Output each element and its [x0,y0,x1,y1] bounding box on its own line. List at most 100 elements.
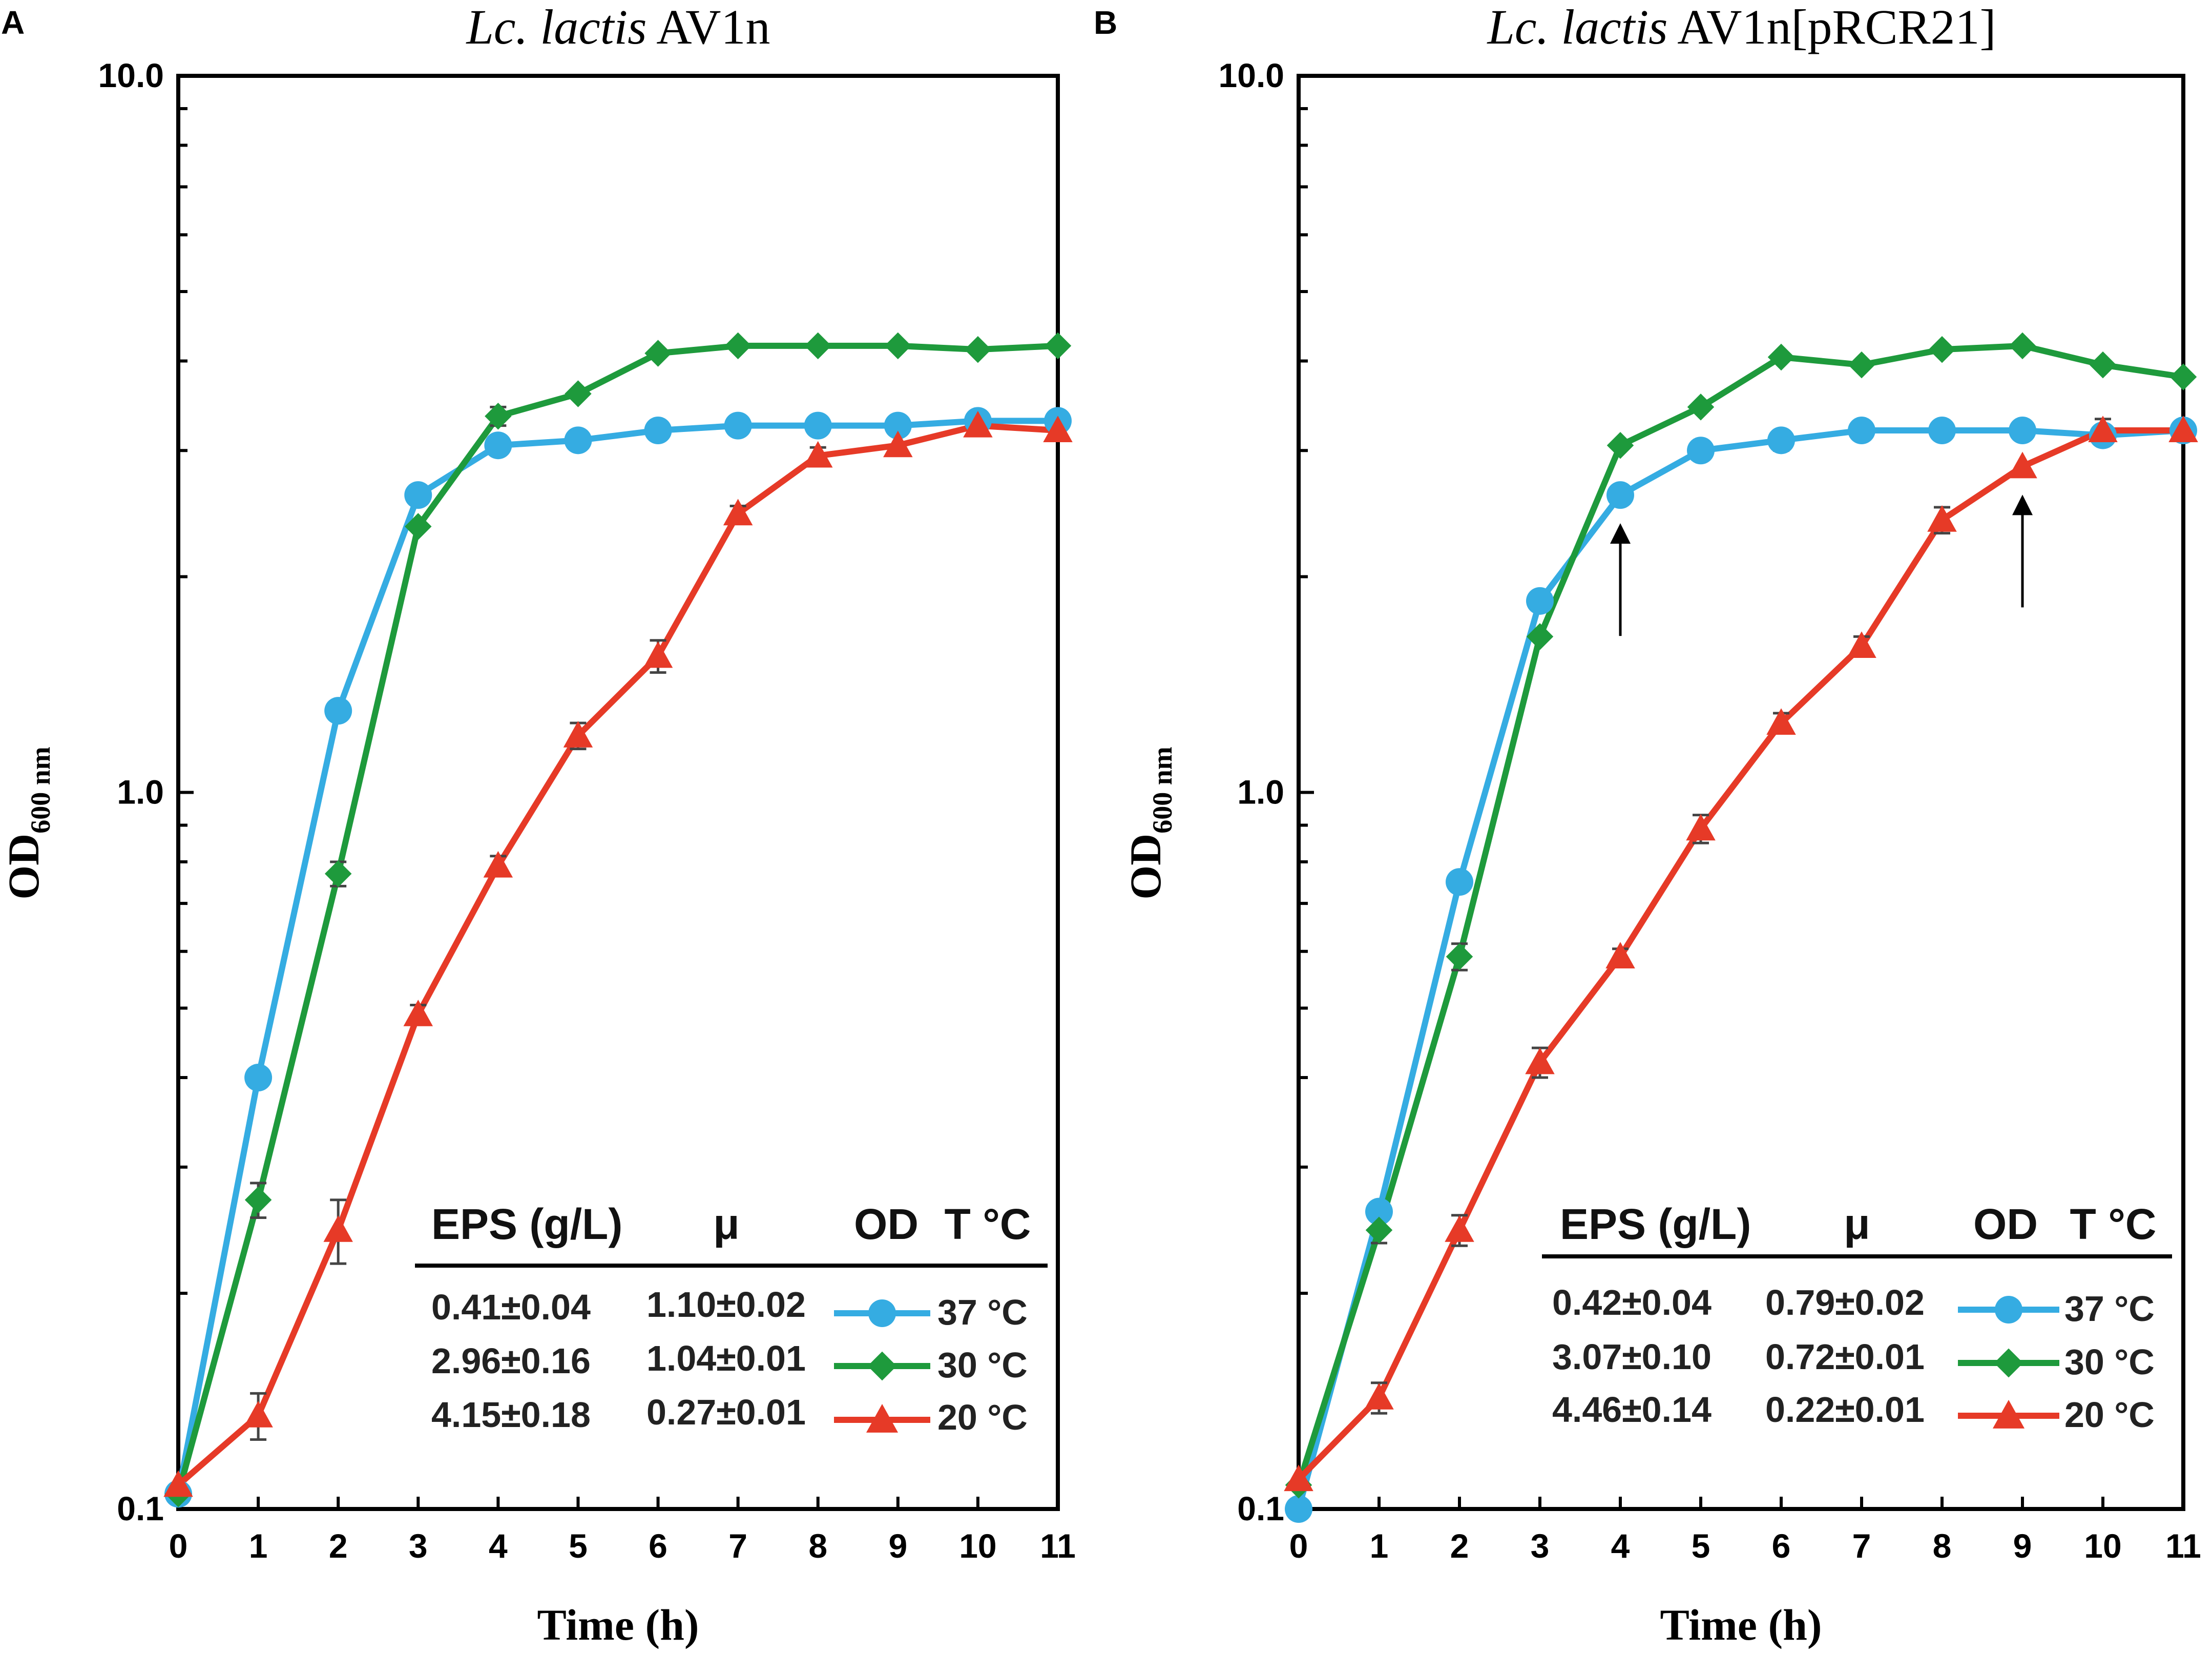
data-point-b-circle [2009,417,2036,445]
x-tick-label-a: 2 [329,1527,348,1565]
series-line-a-circle [175,418,1058,1495]
panel-a-title-rest: AV1n [647,0,770,54]
legend-b-row-30-mu: 0.72±0.01 [1765,1337,1925,1377]
data-point-a-triangle [323,1215,353,1242]
panel-a-title: Lc. lactis AV1n [466,0,770,54]
data-point-b-diamond [1365,1216,1393,1244]
x-tick-label-a: 1 [249,1527,268,1565]
panel-b-title: Lc. lactis AV1n[pRCR21] [1487,0,1996,54]
x-tick-label-a: 7 [728,1527,747,1565]
data-point-a-circle [404,481,432,509]
data-point-a-diamond [565,380,592,407]
data-point-b-diamond [1848,351,1875,379]
series-line-b-diamond [1296,342,2184,1486]
data-point-b-circle [1767,426,1795,454]
x-tick-label-a: 5 [569,1527,588,1565]
x-axis-label-b: Time (h) [1660,1600,1822,1649]
data-point-a-triangle [723,499,753,526]
legend-a-row-37-temp: 37 °C [937,1292,1028,1332]
arrow-b-x4-head [1610,523,1631,544]
data-point-b-circle [1526,587,1554,615]
data-point-b-triangle [1525,1047,1555,1074]
x-tick-label-a: 6 [649,1527,667,1565]
panel-b-letter: B [1094,4,1117,41]
data-point-a-circle [884,411,912,440]
data-point-a-circle [644,417,672,445]
data-point-b-diamond [2089,351,2117,379]
legend-b-swatch-marker-triangle [1992,1399,2025,1429]
legend-b-row-37-temp: 37 °C [2064,1289,2155,1329]
legend-a-swatch-marker-triangle [866,1403,899,1433]
legend-a-header-mu: μ [713,1200,739,1248]
data-point-b-diamond [1928,336,1956,363]
x-tick-label-b: 8 [1933,1527,1952,1565]
legend-a-row-30-temp: 30 °C [937,1345,1028,1385]
data-point-a-diamond [884,332,912,360]
y-axis-label-sub-a: 600 nm [25,747,56,834]
series-line-a-diamond [175,342,1058,1495]
data-point-b-triangle [1766,708,1796,735]
data-point-a-diamond [644,340,672,367]
data-point-a-diamond [405,513,432,540]
data-point-a-triangle [563,721,593,748]
arrow-b-x9-head [2012,494,2033,515]
legend-b-row-37-mu: 0.79±0.02 [1765,1283,1925,1322]
data-point-a-diamond [1044,332,1072,360]
series-line-a-triangle [176,422,1058,1487]
data-point-a-triangle [483,851,513,878]
data-point-b-circle [1285,1495,1312,1523]
legend-a-row-37-mu: 1.10±0.02 [646,1285,806,1325]
x-axis-label-a: Time (h) [537,1600,699,1649]
legend-b-row-30-eps: 3.07±0.10 [1552,1337,1712,1377]
legend-b-swatch-marker-circle [1995,1296,2022,1324]
x-tick-label-b: 4 [1611,1527,1630,1565]
data-point-b-circle [1365,1197,1393,1226]
data-point-b-diamond [2169,363,2197,390]
legend-b-row-20-eps: 4.46±0.14 [1552,1390,1712,1430]
x-tick-label-b: 9 [2013,1527,2032,1565]
panel-b-legend: EPS (g/L) μ OD T °C 0.42±0.04 0.79±0.02 … [1542,1200,2172,1435]
x-tick-label-b: 10 [2084,1527,2121,1565]
data-point-b-triangle [2088,416,2118,443]
data-point-a-diamond [485,402,512,430]
data-point-a-triangle [1043,416,1073,443]
data-point-a-diamond [244,1186,272,1213]
panel-a-letter: A [1,4,25,41]
x-tick-label-a: 4 [489,1527,508,1565]
data-point-b-triangle [2168,416,2198,443]
panel-a-legend: EPS (g/L) μ OD T °C 0.41±0.04 1.10±0.02 … [415,1200,1048,1437]
data-point-b-triangle [1284,1464,1313,1492]
data-point-a-triangle [163,1470,193,1497]
panel-b: B Lc. lactis AV1n[pRCR21] 0.1 1.0 10.0 0 1 2 3… [1094,0,2201,1649]
x-tick-label-a: 0 [169,1527,188,1565]
x-tick-label-b: 6 [1772,1527,1791,1565]
data-point-a-circle [484,431,512,460]
x-tick-label-b: 1 [1370,1527,1389,1565]
data-point-b-circle [1848,417,1875,445]
legend-b-header-temp: T °C [2070,1200,2157,1248]
legend-a-row-30-mu: 1.04±0.01 [646,1338,806,1378]
panel-b-title-rest: AV1n[pRCR21] [1667,0,1996,54]
y-tick-label-b: 0.1 [1237,1490,1284,1527]
series-line-b-triangle [1296,427,2183,1482]
data-point-a-circle [804,411,832,440]
data-point-a-diamond [804,332,831,360]
legend-b-swatch-marker-diamond [1994,1348,2023,1378]
y-tick-label-a: 1.0 [117,773,164,811]
legend-a-header-eps: EPS (g/L) [431,1200,622,1248]
panel-b-title-italic: Lc. lactis [1487,0,1668,54]
legend-a-header-od: OD [854,1200,919,1248]
x-tick-label-a: 11 [1040,1527,1076,1565]
data-point-a-triangle [643,641,673,668]
data-point-b-triangle [1927,505,1957,532]
data-point-b-triangle [2008,451,2037,479]
data-point-b-diamond [1446,943,1473,970]
legend-a-row-20-temp: 20 °C [937,1397,1028,1437]
legend-a-row-37-eps: 0.41±0.04 [431,1287,591,1327]
data-point-b-circle [1606,481,1634,509]
data-point-a-triangle [803,441,833,468]
data-point-a-circle [564,426,592,454]
